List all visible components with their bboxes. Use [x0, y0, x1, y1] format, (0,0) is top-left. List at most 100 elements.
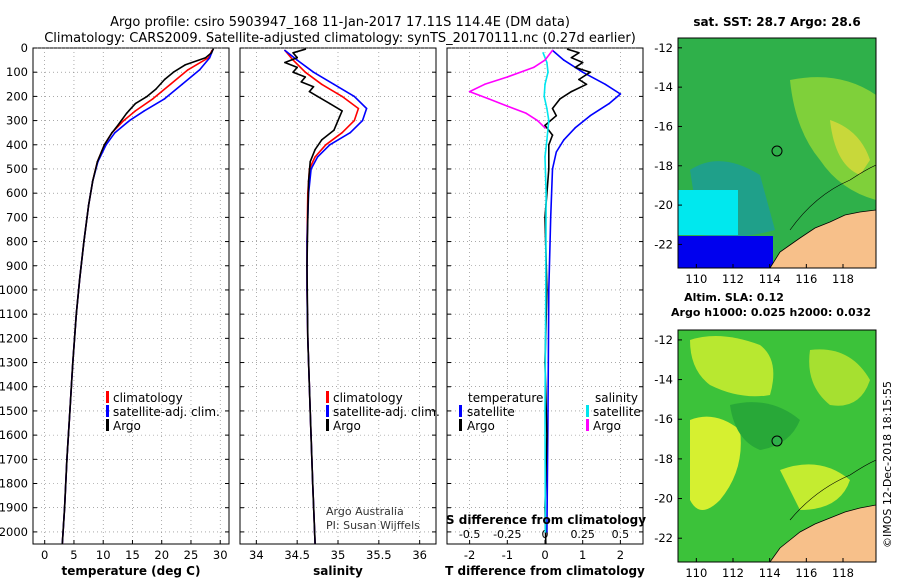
data-point-argo — [66, 458, 68, 461]
data-point-argo — [212, 48, 215, 51]
sla-high-patch-2 — [690, 416, 741, 510]
data-point-t-argo — [551, 107, 554, 110]
sla-high-patch-4 — [780, 464, 850, 510]
data-point-t-argo — [570, 56, 573, 59]
data-point-argo — [61, 543, 64, 544]
sst-blue-band — [678, 236, 773, 268]
legend-swatch-s-argo — [586, 419, 589, 431]
data-point-s-satellite — [544, 289, 547, 291]
depth-tick-label: 1300 — [0, 356, 28, 370]
data-point-t-satellite — [604, 83, 607, 86]
legend-label-t-argo: Argo — [467, 419, 495, 433]
data-point-satellite-adj-clim — [353, 95, 356, 98]
lon-tick-label: 110 — [685, 272, 707, 286]
data-point-climatology — [152, 98, 154, 100]
data-point-s-satellite — [547, 119, 550, 122]
lat-tick-label: -14 — [654, 373, 673, 387]
data-point-s-argo — [506, 105, 509, 107]
data-point-t-satellite — [547, 289, 550, 291]
depth-tick-label: 900 — [6, 259, 28, 273]
credit-argo-australia: Argo Australia — [326, 505, 404, 518]
data-point-t-satellite — [581, 71, 584, 73]
x-tick-labels: 0 5 10 15 20 25 30 34 34.5 35 35.5 36 -2 -1 0 1 2 -0.5 -0.… — [41, 528, 629, 562]
data-point-s-satellite — [546, 107, 548, 110]
x-tick-label: 36 — [412, 548, 427, 562]
data-point-argo — [306, 264, 308, 267]
depth-tick-label: 300 — [6, 114, 28, 128]
data-point-argo — [210, 52, 213, 54]
data-point-t-argo — [581, 61, 584, 64]
data-point-argo — [91, 180, 94, 182]
data-point-argo — [117, 124, 119, 127]
legend-swatch-climatology — [326, 391, 329, 403]
sst-map-frame — [677, 37, 877, 269]
depth-tick-label: 700 — [6, 210, 28, 224]
lon-tick-label: 118 — [832, 566, 854, 580]
data-point-satellite-adj-clim — [105, 143, 107, 146]
legend-label-argo: Argo — [113, 419, 141, 433]
credit-pi: PI: Susan Wijffels — [326, 519, 420, 532]
series-line-argo — [61, 48, 214, 544]
x-tick-label: -2 — [464, 548, 475, 562]
data-point-t-satellite — [546, 531, 548, 533]
sst-warm-patch-2 — [830, 120, 870, 175]
x-tick-label: 2 — [617, 548, 624, 562]
data-point-argo — [329, 102, 331, 105]
lat-tick-label: -20 — [654, 198, 673, 212]
data-point-t-argo — [559, 98, 561, 100]
sla-high-patch-3 — [809, 349, 870, 406]
x-tick-label: 1 — [579, 548, 586, 562]
data-point-s-satellite — [544, 531, 547, 533]
data-point-climatology — [341, 95, 343, 98]
imos-credit: ©IMOS 12-Dec-2018 18:15:55 — [881, 381, 894, 548]
data-point-s-argo — [532, 66, 535, 69]
data-point-argo — [155, 88, 157, 90]
data-point-s-argo — [483, 83, 486, 86]
sst-map-ticks: -12 -14 -16 -18 -20 -22 110 112 114 116 118 — [654, 41, 854, 286]
data-point-climatology — [134, 110, 137, 112]
data-point-satellite-adj-clim — [349, 131, 352, 134]
salinity-axis-label: salinity — [313, 564, 363, 578]
data-point-argo — [71, 361, 74, 364]
data-point-argo — [69, 410, 71, 412]
lon-tick-label: 112 — [722, 566, 744, 580]
data-point-t-satellite — [589, 114, 592, 117]
legend-swatch-argo — [106, 419, 109, 431]
data-point-argo — [79, 277, 81, 279]
data-point-argo — [300, 81, 303, 83]
depth-tick-label: 200 — [6, 89, 28, 103]
sla-map-ticks: -12 -14 -16 -18 -20 -22 110 112 114 116 118 — [654, 333, 854, 580]
lat-tick-label: -12 — [654, 41, 673, 55]
depth-tick-label: 1000 — [0, 283, 28, 297]
legend-swatch-t-argo — [459, 419, 462, 431]
figure-title-line1: Argo profile: csiro 5903947_168 11-Jan-2… — [110, 15, 570, 30]
data-point-s-argo — [525, 112, 527, 115]
sla-map — [678, 330, 876, 562]
data-point-s-satellite — [547, 71, 549, 73]
data-point-argo — [309, 160, 312, 163]
data-point-s-satellite — [544, 156, 546, 158]
x-tick-label: 25 — [184, 548, 199, 562]
depth-tick-label: 400 — [6, 138, 28, 152]
data-point-argo — [146, 95, 148, 98]
data-point-t-argo — [578, 52, 580, 54]
sla-map-title-2: Argo h1000: 0.025 h2000: 0.032 — [671, 306, 871, 319]
data-point-climatology — [353, 119, 356, 122]
land-western-australia-2 — [769, 504, 876, 562]
data-point-t-argo — [547, 143, 550, 146]
legend-swatch-climatology — [106, 391, 109, 403]
legend-swatch-s-satellite — [586, 405, 589, 417]
temperature-panel-frame — [32, 47, 230, 545]
data-point-t-satellite — [555, 151, 558, 153]
data-point-climatology — [314, 156, 316, 158]
data-point-argo — [292, 71, 294, 73]
depth-tick-label: 1400 — [0, 380, 28, 394]
data-point-t-argo — [546, 434, 548, 436]
salinity-legend: climatology satellite-adj. clim. Argo — [326, 391, 440, 433]
data-point-argo — [316, 95, 319, 98]
lat-tick-label: -14 — [654, 80, 673, 94]
data-point-t-satellite — [551, 168, 554, 170]
data-point-argo — [96, 160, 99, 163]
sst-map — [678, 38, 876, 268]
